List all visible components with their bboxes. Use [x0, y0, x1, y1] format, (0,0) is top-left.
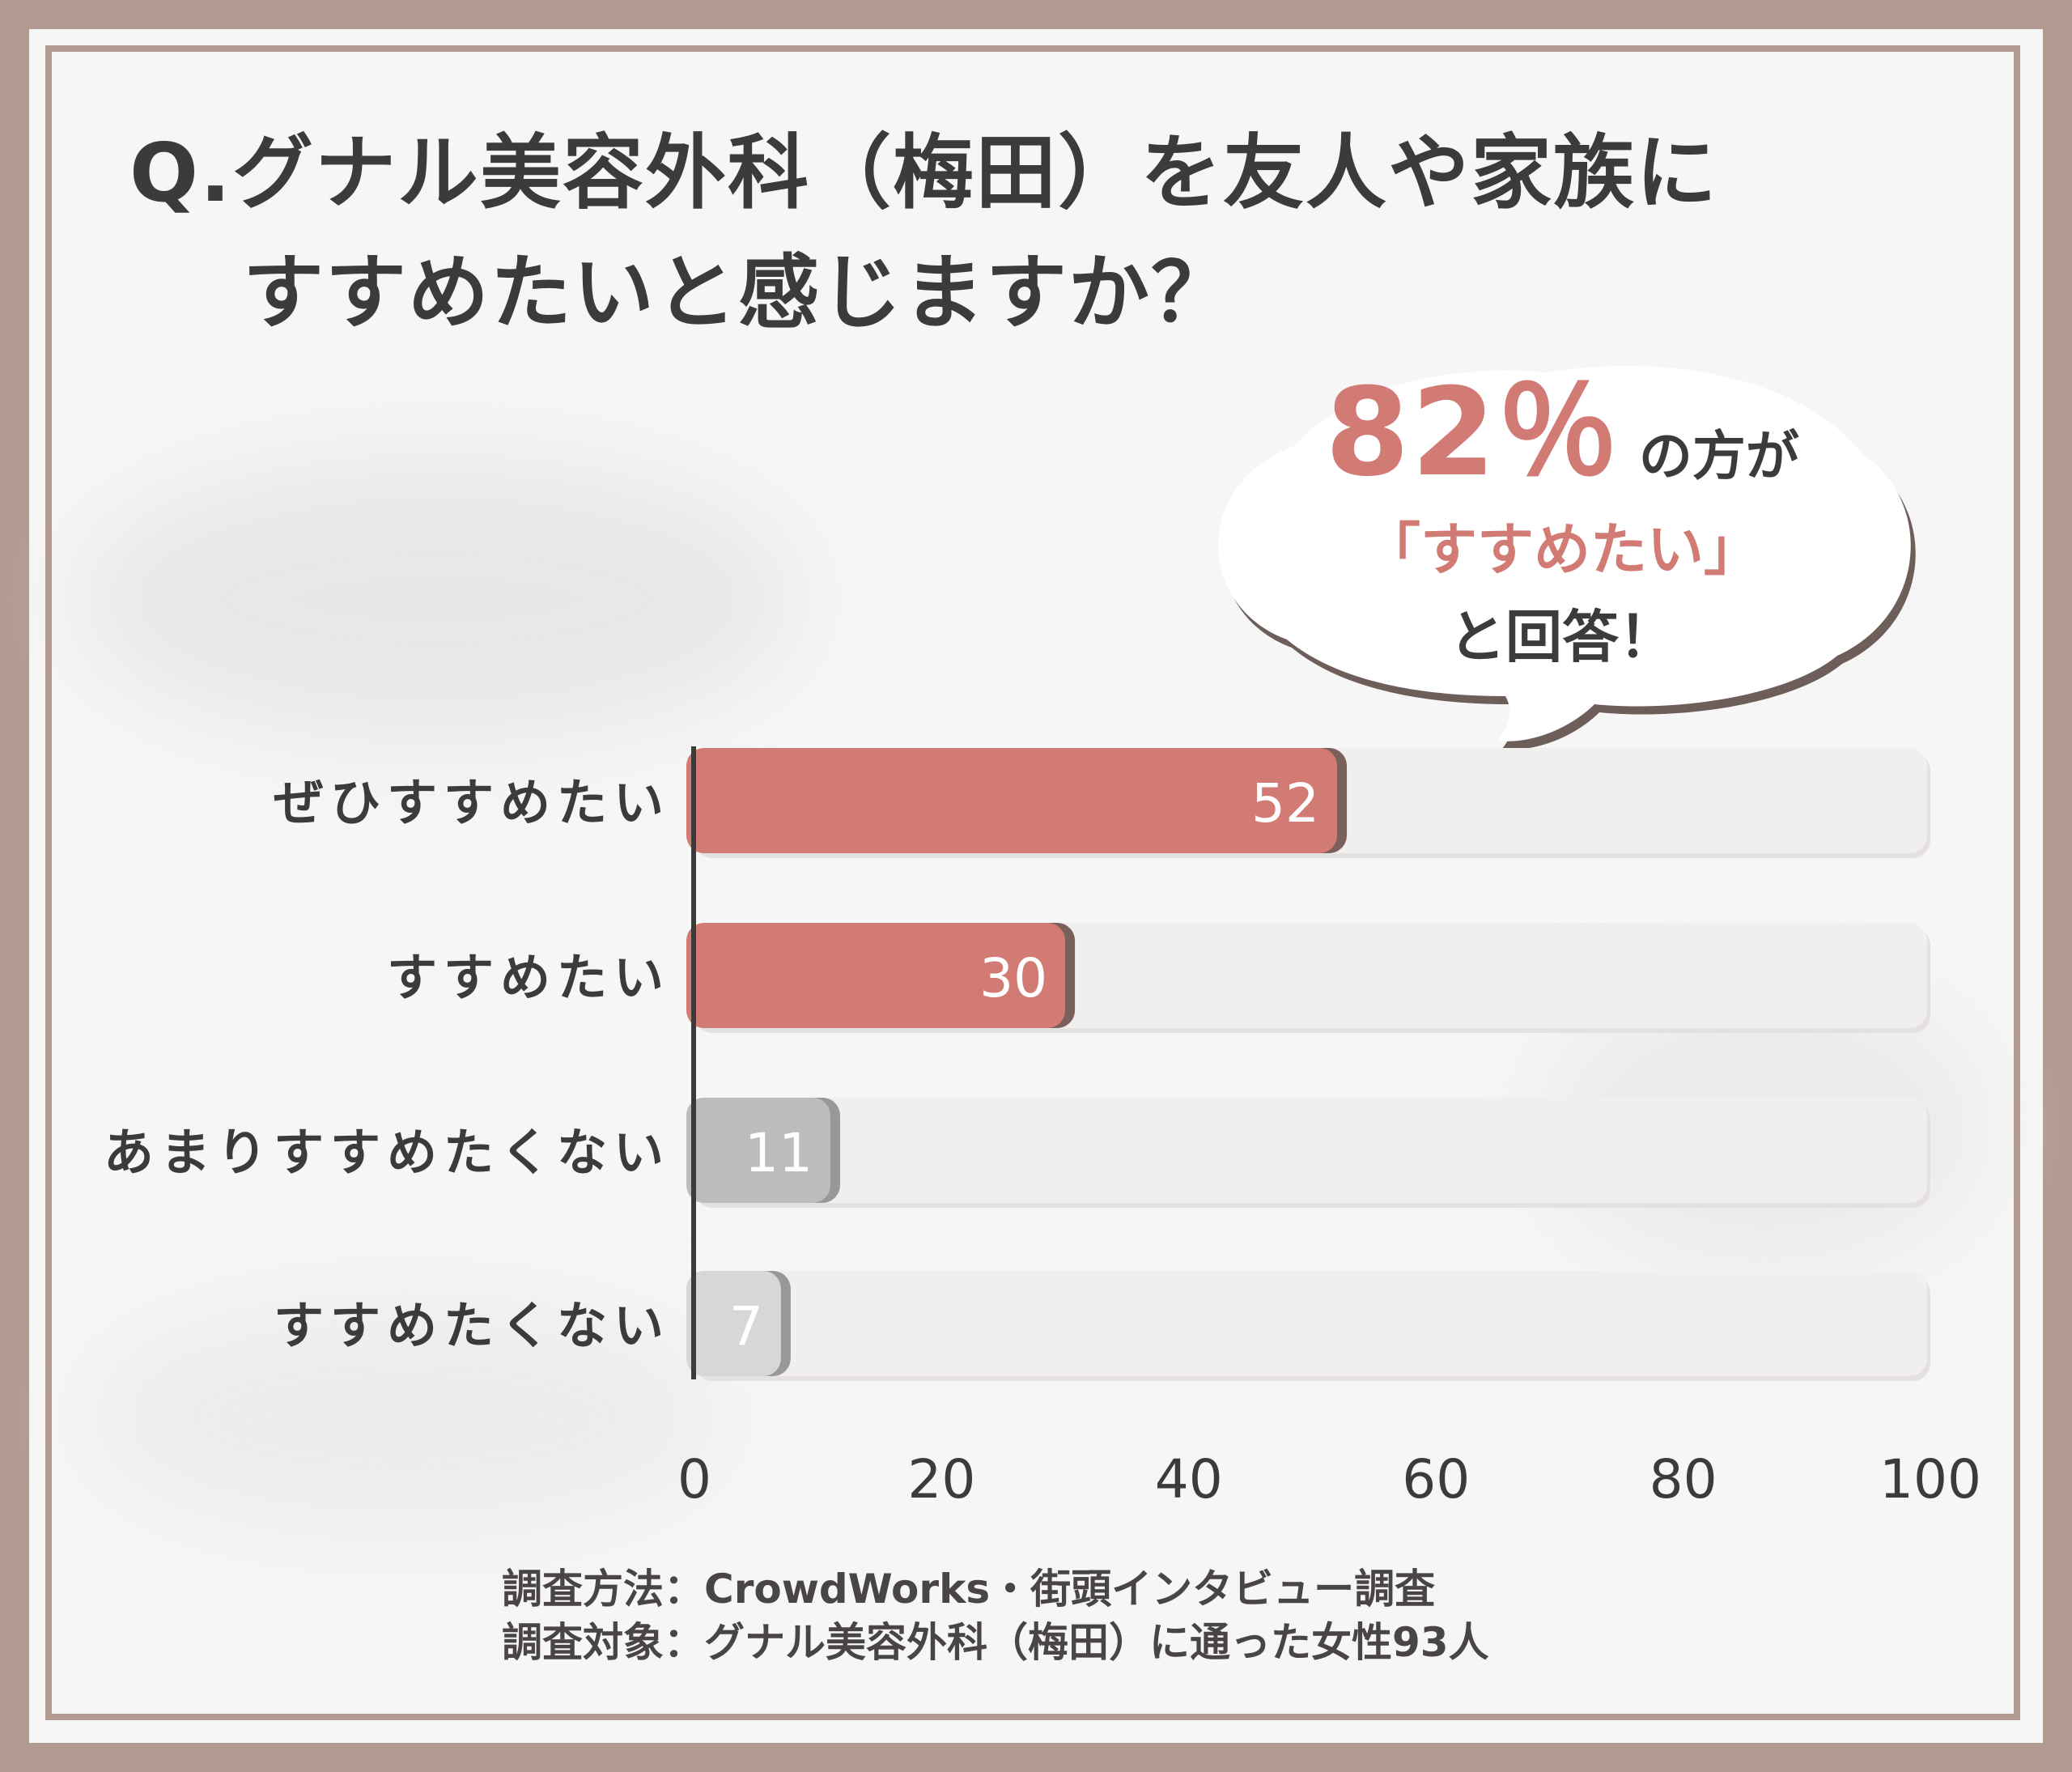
data-label: 7 [729, 1295, 763, 1358]
chart-title: Q.グナル美容外科（梅田）を友人や家族に すすめたいと感じますか？ [130, 113, 1951, 353]
callout-text: 82％ の方が 「すすめたい」 と回答！ [1214, 372, 1910, 678]
x-tick-label: 60 [1402, 1448, 1470, 1511]
bar [686, 1271, 781, 1376]
category-label: ぜひすすめたい [274, 773, 670, 832]
frame-border [45, 45, 2020, 1720]
x-tick-label: 20 [907, 1448, 975, 1511]
footnote-method: 調査方法：CrowdWorks・街頭インタビュー調査 [502, 1566, 1436, 1613]
data-label: 11 [745, 1122, 813, 1184]
background-smudge [81, 1295, 728, 1538]
title-line-1: Q.グナル美容外科（梅田）を友人や家族に [130, 125, 1718, 220]
x-tick-label: 40 [1155, 1448, 1223, 1511]
callout-percent: 82％ [1325, 363, 1620, 504]
bar [686, 1098, 830, 1203]
survey-footnote: 調査方法：CrowdWorks・街頭インタビュー調査 調査対象：グナル美容外科（… [502, 1562, 1635, 1669]
x-tick-label: 80 [1650, 1448, 1717, 1511]
category-label: すすめたくない [274, 1296, 670, 1355]
callout-answer: と回答！ [1449, 604, 1675, 670]
callout-line-1: 82％ の方が [1214, 372, 1910, 509]
title-line-2: すすめたいと感じますか？ [243, 245, 1233, 340]
background-smudge [73, 453, 801, 745]
bar [686, 748, 1338, 853]
bar [686, 923, 1066, 1028]
bar-track [694, 1098, 1927, 1203]
x-tick-label: 0 [677, 1448, 711, 1511]
callout-suffix: の方が [1638, 425, 1799, 487]
y-axis-line [691, 746, 696, 1379]
data-label: 52 [1251, 772, 1319, 835]
data-label: 30 [979, 947, 1047, 1009]
category-label: あまりすすめたくない [104, 1123, 670, 1182]
footnote-target: 調査対象：グナル美容外科（梅田）に通った女性93人 [502, 1619, 1489, 1666]
x-tick-label: 100 [1879, 1448, 1981, 1511]
category-label: すすめたい [387, 948, 670, 1007]
bar-track [694, 1271, 1927, 1376]
callout-quote: 「すすめたい」 [1364, 516, 1760, 583]
